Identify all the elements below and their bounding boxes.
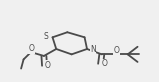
Text: O: O: [113, 46, 119, 55]
Text: O: O: [101, 59, 107, 68]
Text: S: S: [44, 32, 48, 41]
Text: N: N: [90, 45, 96, 54]
Text: O: O: [45, 61, 51, 70]
Text: O: O: [29, 44, 35, 53]
